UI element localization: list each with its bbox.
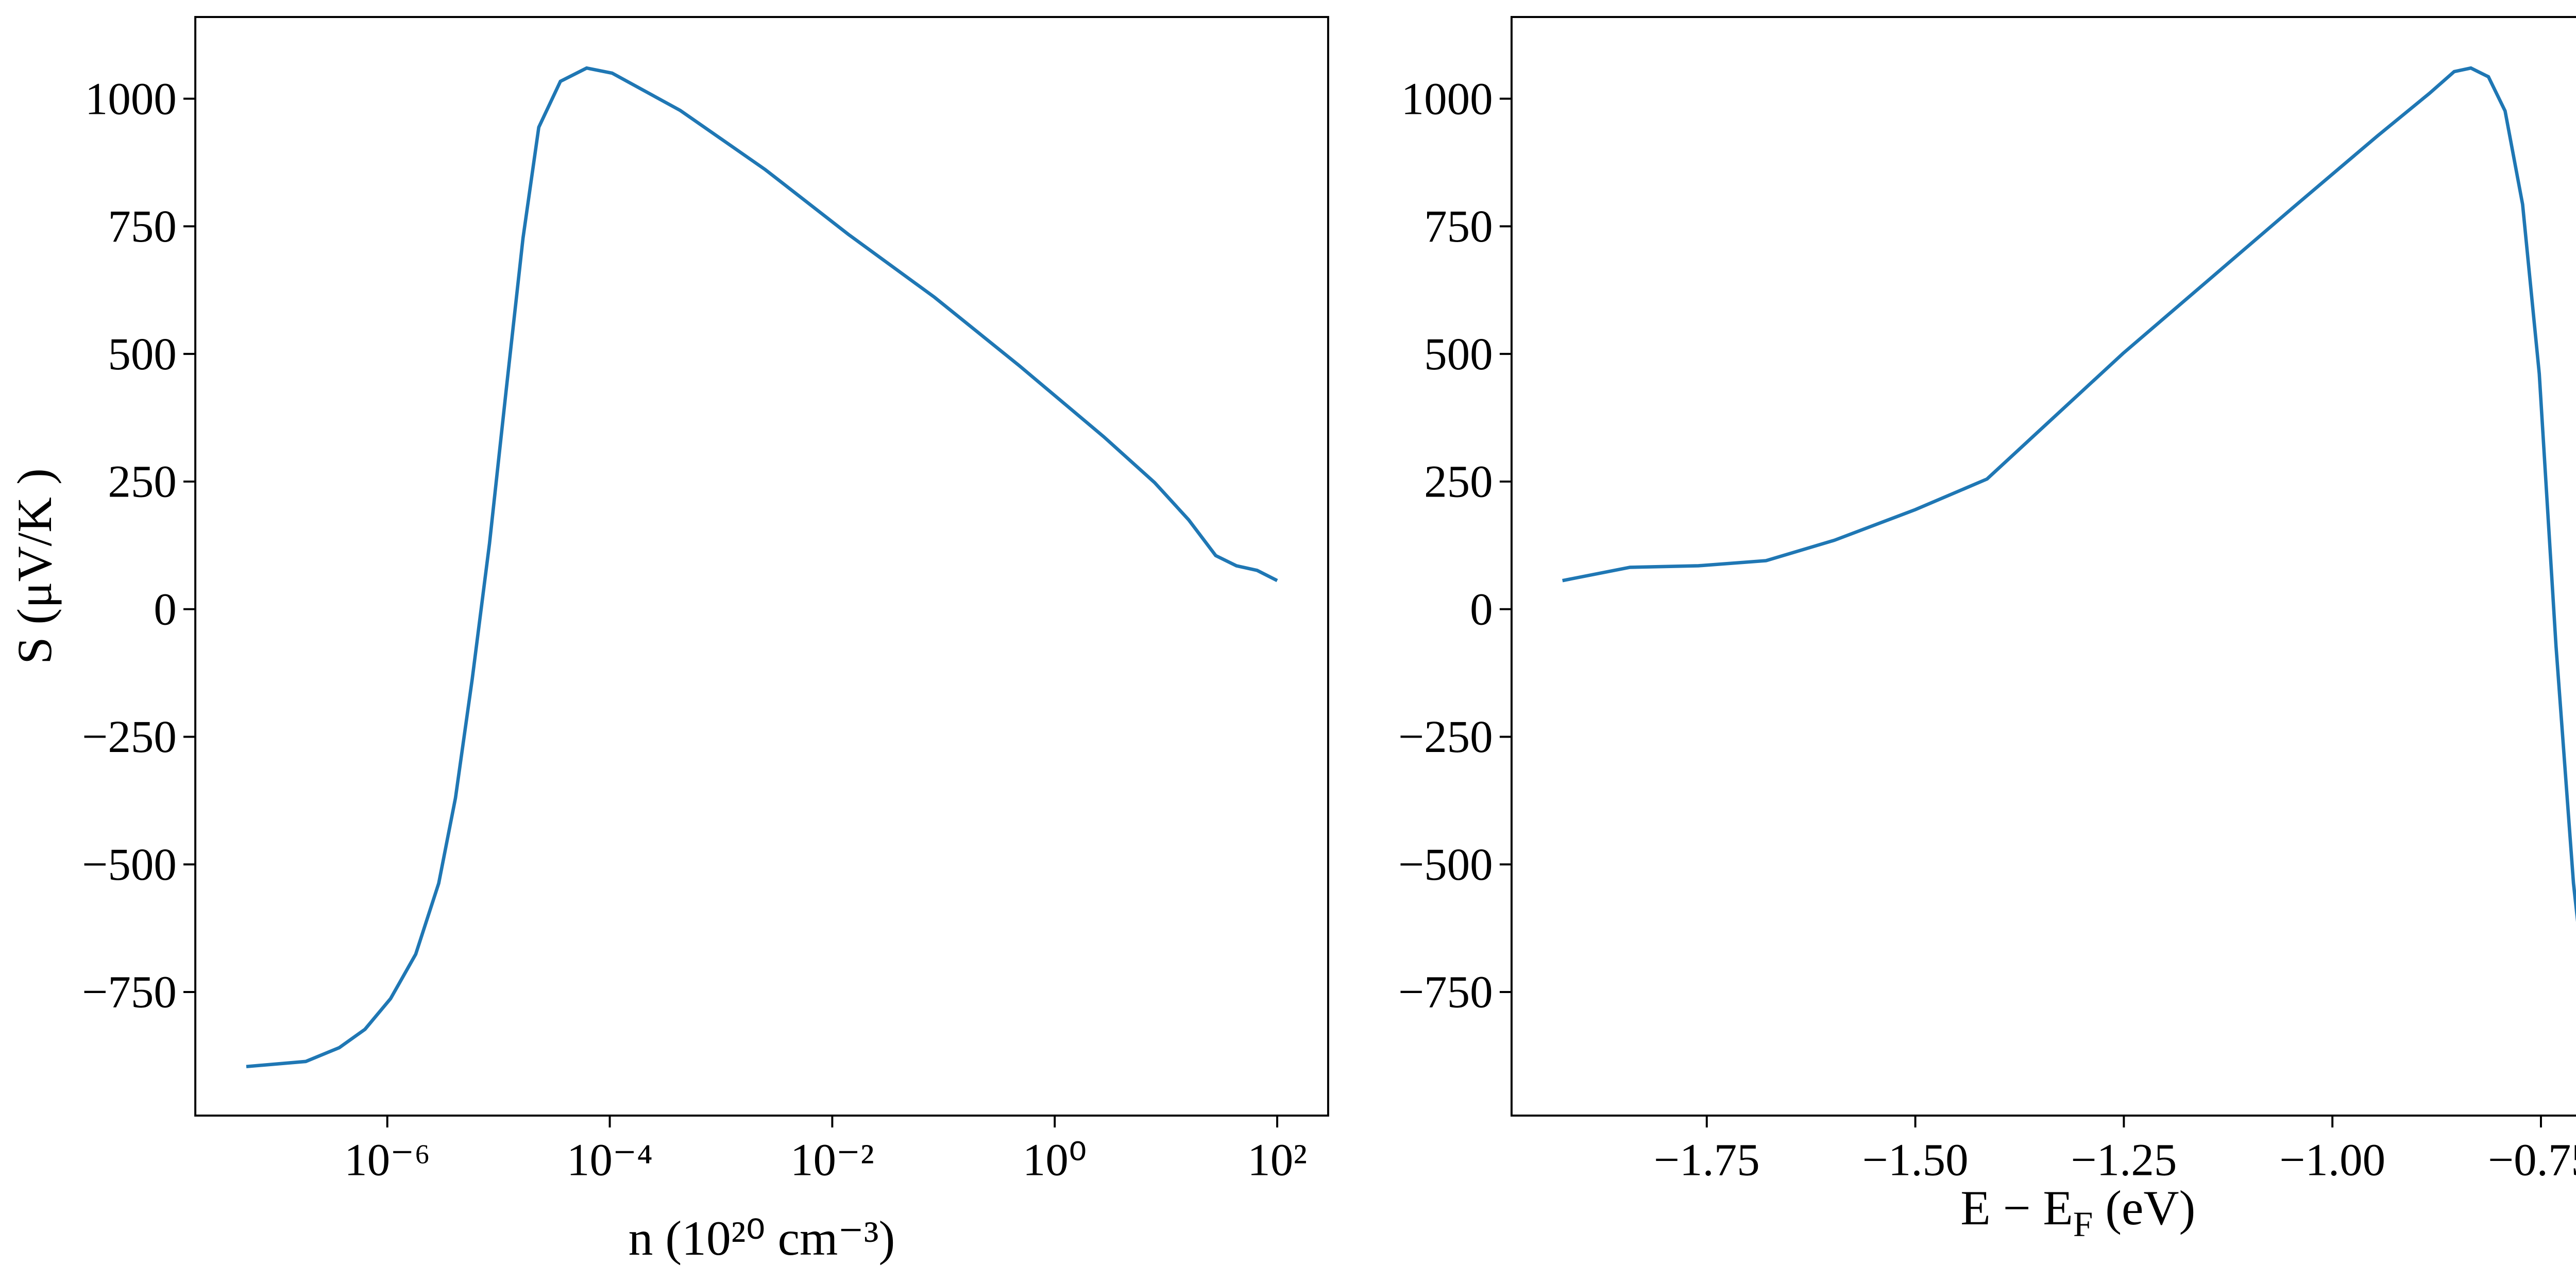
y-axis-label: S (μV/K ) [7,468,62,664]
x-tick-label: −0.75 [2488,1135,2576,1185]
y-tick-label: 750 [1424,201,1493,252]
y-tick-label: −750 [82,967,177,1018]
y-tick-label: −500 [82,840,177,890]
plot-frame [194,16,1329,1117]
x-axis-label: n (10²⁰ cm⁻³) [629,1211,895,1266]
x-axis-label-part: E − E [1960,1181,2073,1235]
x-tick-label: 10⁻⁶ [344,1135,430,1185]
y-tick-label: −500 [1398,840,1493,890]
y-tick-label: −750 [1398,967,1493,1018]
y-tick-label: 0 [154,584,176,635]
plot-frame [1510,16,2576,1117]
x-axis-label: E − EF (eV) [1960,1181,2195,1244]
y-tick-label: 250 [108,457,176,507]
y-tick-label: −250 [1398,712,1493,762]
y-tick-label: 1000 [85,74,177,124]
y-tick-label: 500 [108,329,176,380]
y-tick-label: 750 [108,201,176,252]
y-tick-label: −250 [82,712,177,762]
x-tick-label: −1.25 [2071,1135,2177,1185]
x-tick-label: −1.75 [1654,1135,1760,1185]
x-axis-label-part: F [2073,1204,2093,1244]
x-tick-label: −1.50 [1862,1135,1969,1185]
x-tick-label: 10² [1247,1135,1307,1185]
x-tick-label: 10⁻² [790,1135,874,1185]
data-line [246,66,1278,1069]
y-tick-label: 0 [1470,584,1493,635]
data-line [1562,66,2576,922]
y-tick-label: 500 [1424,329,1493,380]
x-tick-label: −1.00 [2279,1135,2385,1185]
chart-panel: −750 −500 −250 0 250 500 750 1000 −1.75 −1.50 −1.2… [1398,16,2576,1244]
y-tick-label: 250 [1424,457,1493,507]
x-axis-label-part: (eV) [2093,1181,2195,1235]
y-tick-label: 1000 [1401,74,1493,124]
chart-panel: −750 −500 −250 0 250 500 750 1000 10⁻⁶ 10⁻⁴ 10⁻² 10… [7,16,1329,1266]
x-tick-label: 10⁻⁴ [567,1135,653,1185]
x-tick-label: 10⁰ [1023,1135,1087,1185]
